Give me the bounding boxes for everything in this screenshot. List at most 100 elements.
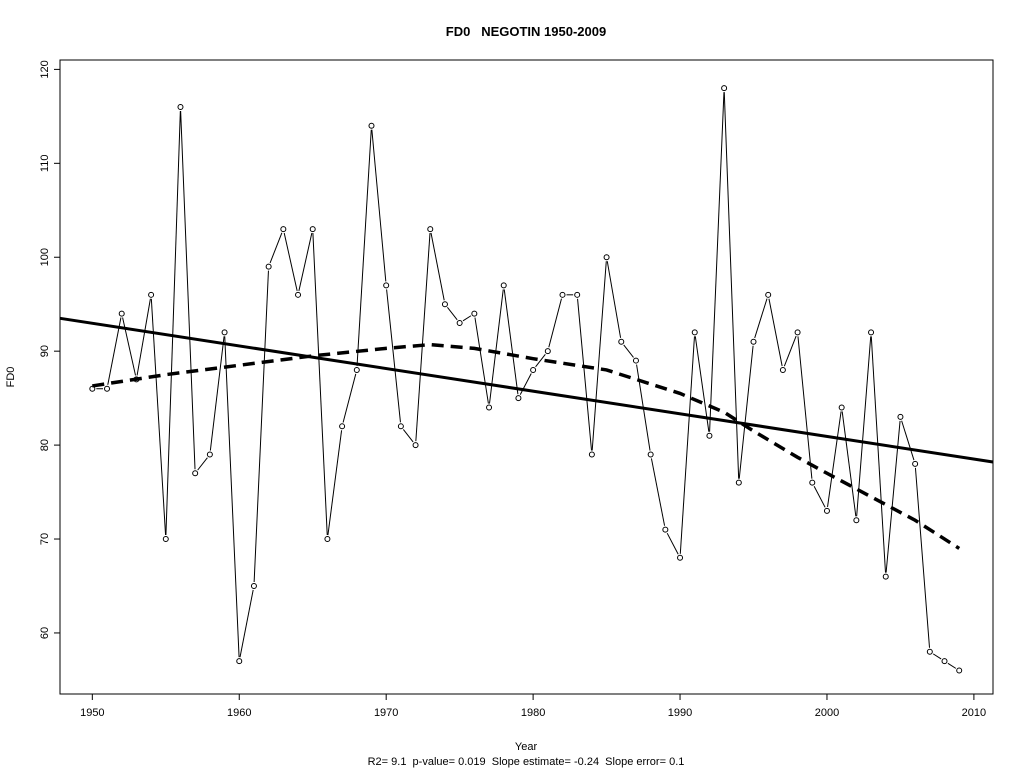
chart-title: FD0 NEGOTIN 1950-2009 [446,24,606,39]
data-point [309,226,316,233]
data-point [779,366,786,373]
stats-line: R2= 9.1 p-value= 0.019 Slope estimate= -… [368,756,685,768]
series-segment [623,344,634,358]
data-point [897,413,904,420]
data-point [427,226,434,233]
data-point [544,348,551,355]
series-segment [327,430,343,536]
series-segment [430,232,445,301]
data-point [500,282,507,289]
data-point [456,319,463,326]
data-point [838,404,845,411]
series-segment [783,335,797,367]
data-point [618,338,625,345]
data-point [868,329,875,336]
data-point [265,263,272,270]
series-segment [356,129,372,366]
data-point [574,291,581,298]
data-point [383,282,390,289]
data-point [794,329,801,336]
data-point [221,329,228,336]
x-axis-label: Year [515,741,538,753]
series-segment [813,485,826,508]
data-point [559,291,566,298]
x-axis: 1950 1960 1970 1980 1990 2000 2010 [80,694,986,719]
data-point [471,310,478,317]
x-tick-label: 1960 [227,707,251,719]
series-segment [402,429,414,443]
data-point [118,310,125,317]
y-tick-label: 100 [39,248,51,266]
series-segment [312,233,328,536]
trend-lines [59,316,994,550]
series-segment [503,289,519,395]
series-segment [666,532,679,555]
data-point [735,479,742,486]
x-tick-label: 2000 [815,707,839,719]
data-point [632,357,639,364]
data-point [912,460,919,467]
series-segment [650,458,666,526]
data-point [353,366,360,373]
y-tick-label: 110 [39,155,51,173]
data-point [691,329,698,336]
series-segment [591,261,607,451]
data-point [192,470,199,477]
series-segment [856,336,872,517]
y-tick-label: 80 [39,439,51,451]
data-point [662,526,669,533]
data-point [236,658,243,665]
linear-trend-line [59,316,994,464]
series-segment [754,298,768,339]
data-point [588,451,595,458]
series-segment [841,411,857,517]
data-point [148,291,155,298]
series-segment [474,317,489,404]
series-segment [548,298,562,348]
series-segment [932,653,942,660]
data-point [926,648,933,655]
series-segment [519,373,532,395]
series-segment [209,336,225,451]
data-point [853,517,860,524]
series-segment [122,317,137,376]
x-tick-label: 1970 [374,707,398,719]
series-segment [150,298,167,536]
data-point [515,395,522,402]
series-segment [827,411,842,507]
data-point [280,226,287,233]
data-point [412,442,419,449]
data-point [104,385,111,392]
series-segment [342,373,357,423]
data-point [339,423,346,430]
data-point [706,432,713,439]
x-tick-label: 1990 [668,707,692,719]
y-tick-label: 70 [39,533,51,545]
series-segment [197,457,208,471]
series-segment [679,336,695,554]
series-segment [870,336,887,573]
data-point [368,122,375,129]
data-point [530,366,537,373]
series-segment [723,92,740,479]
series-segment [709,92,725,432]
x-tick-label: 1980 [521,707,545,719]
data-point [324,536,331,543]
data-point [397,423,404,430]
data-point [765,291,772,298]
series-segment [885,420,901,573]
data-point [441,301,448,308]
series-segment [606,261,622,338]
data-point [295,291,302,298]
series-segment [535,354,546,368]
series-segment [415,233,431,442]
data-point [941,658,948,665]
data-point [162,536,169,543]
data-point [647,451,654,458]
series-segment [180,110,196,470]
data-point [603,254,610,261]
y-tick-label: 60 [39,627,51,639]
smooth-trend-line [92,342,961,550]
data-series [89,85,963,674]
